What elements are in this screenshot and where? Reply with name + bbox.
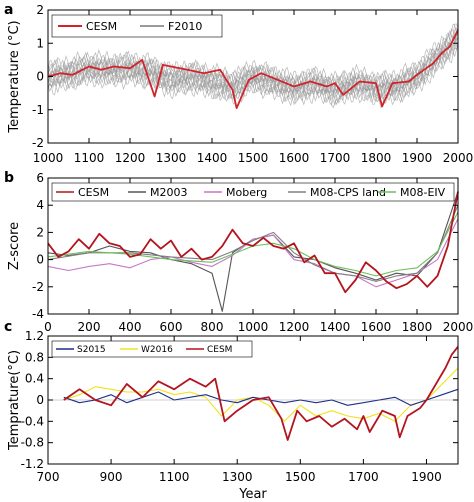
- series-line-cesm: [63, 346, 459, 441]
- y-tick-label: -0.4: [21, 414, 44, 428]
- legend-label: Moberg: [226, 186, 267, 199]
- legend-label: CESM: [86, 20, 117, 33]
- x-tick-label: 1700: [348, 470, 379, 484]
- legend-box: [51, 340, 253, 358]
- panel-c: -1.2 -0.8 -0.4 0 0.4 0.8 1.2 700 900 1100 1300 1500…: [4, 319, 459, 502]
- x-tick-label: 1400: [197, 151, 228, 165]
- y-tick-label: -0.8: [21, 436, 44, 450]
- y-tick-label: 1: [36, 36, 44, 50]
- x-tick-label: 1100: [74, 151, 105, 165]
- panel-letter: a: [4, 2, 13, 18]
- y-tick-label: 2: [36, 3, 44, 17]
- x-tick-label: 900: [100, 470, 123, 484]
- panel-a: -2 -1 0 1 2 1000 1100 1200 1300 1400 1500 1600 1700 1…: [4, 2, 473, 165]
- legend-label: S2015: [77, 345, 106, 355]
- x-tick-label: 1400: [320, 320, 351, 334]
- x-tick-label: 1300: [156, 151, 187, 165]
- series-line-w2016: [63, 367, 459, 422]
- y-tick-label: -2: [32, 280, 44, 294]
- series-line-m08-eiv: [47, 211, 459, 277]
- x-tick-label: 1300: [222, 470, 253, 484]
- y-tick-label: 6: [36, 171, 44, 185]
- x-tick-label: 1800: [361, 151, 392, 165]
- x-tick-label: 1800: [402, 320, 433, 334]
- y-tick-label: 0.4: [25, 372, 44, 386]
- legend-label: M2003: [150, 186, 188, 199]
- panel-letter: b: [4, 170, 14, 186]
- ensemble-trace: [47, 40, 459, 106]
- x-tick-label: 1500: [285, 470, 316, 484]
- x-tick-label: 400: [119, 320, 142, 334]
- x-axis-label: Year: [238, 487, 267, 502]
- legend: CESM F2010: [51, 14, 223, 38]
- y-tick-label: -1: [32, 103, 44, 117]
- ensemble-trace: [47, 23, 459, 95]
- ensemble-trace: [47, 32, 459, 99]
- x-tick-label: 1000: [238, 320, 269, 334]
- legend-label: F2010: [168, 20, 202, 33]
- x-tick-label: 800: [201, 320, 224, 334]
- legend-label: CESM: [78, 186, 109, 199]
- legend-box: [51, 14, 223, 38]
- x-tick-label: 1600: [279, 151, 310, 165]
- x-tick-label: 2000: [443, 151, 474, 165]
- x-tick-label: 1200: [115, 151, 146, 165]
- panel-b: -4 -2 0 2 4 6 0 200 400 600 800 1000 1200 1400 1600 180…: [4, 170, 473, 334]
- y-tick-label: 0: [36, 253, 44, 267]
- legend-label: W2016: [141, 345, 173, 355]
- x-tick-label: 1000: [33, 151, 64, 165]
- panel-letter: c: [4, 319, 12, 335]
- x-tick-label: 700: [37, 470, 60, 484]
- legend-label: M08-CPS land: [310, 186, 386, 199]
- legend: S2015 W2016 CESM: [51, 340, 253, 358]
- legend: CESM M2003 Moberg M08-CPS land M08-EIV: [51, 182, 455, 202]
- legend-label: CESM: [207, 345, 232, 355]
- y-axis-label: Z-score: [7, 222, 22, 270]
- y-tick-label: -1.2: [21, 457, 44, 471]
- x-tick-label: 1900: [411, 470, 442, 484]
- legend-label: M08-EIV: [400, 186, 446, 199]
- x-tick-label: 600: [160, 320, 183, 334]
- x-tick-label: 1600: [361, 320, 392, 334]
- y-tick-label: 0: [36, 393, 44, 407]
- x-tick-label: 200: [78, 320, 101, 334]
- y-tick-label: 2: [36, 225, 44, 239]
- legend-box: [51, 182, 455, 202]
- y-axis-label: Temperature (°C): [7, 20, 22, 133]
- y-tick-label: 1.2: [25, 329, 44, 343]
- y-axis-label: Temprature(°C): [7, 350, 22, 451]
- x-tick-label: 0: [44, 320, 52, 334]
- x-tick-label: 1700: [320, 151, 351, 165]
- series-line-cesm: [47, 29, 459, 109]
- x-tick-label: 1500: [238, 151, 269, 165]
- x-tick-label: 1900: [402, 151, 433, 165]
- y-tick-label: 0.8: [25, 350, 44, 364]
- y-tick-label: -2: [32, 136, 44, 150]
- y-tick-label: 4: [36, 198, 44, 212]
- x-tick-label: 1100: [159, 470, 190, 484]
- y-tick-label: -4: [32, 307, 44, 321]
- x-tick-label: 2000: [443, 320, 474, 334]
- x-tick-label: 1200: [279, 320, 310, 334]
- y-tick-label: 0: [36, 70, 44, 84]
- ensemble-trace: [47, 23, 459, 96]
